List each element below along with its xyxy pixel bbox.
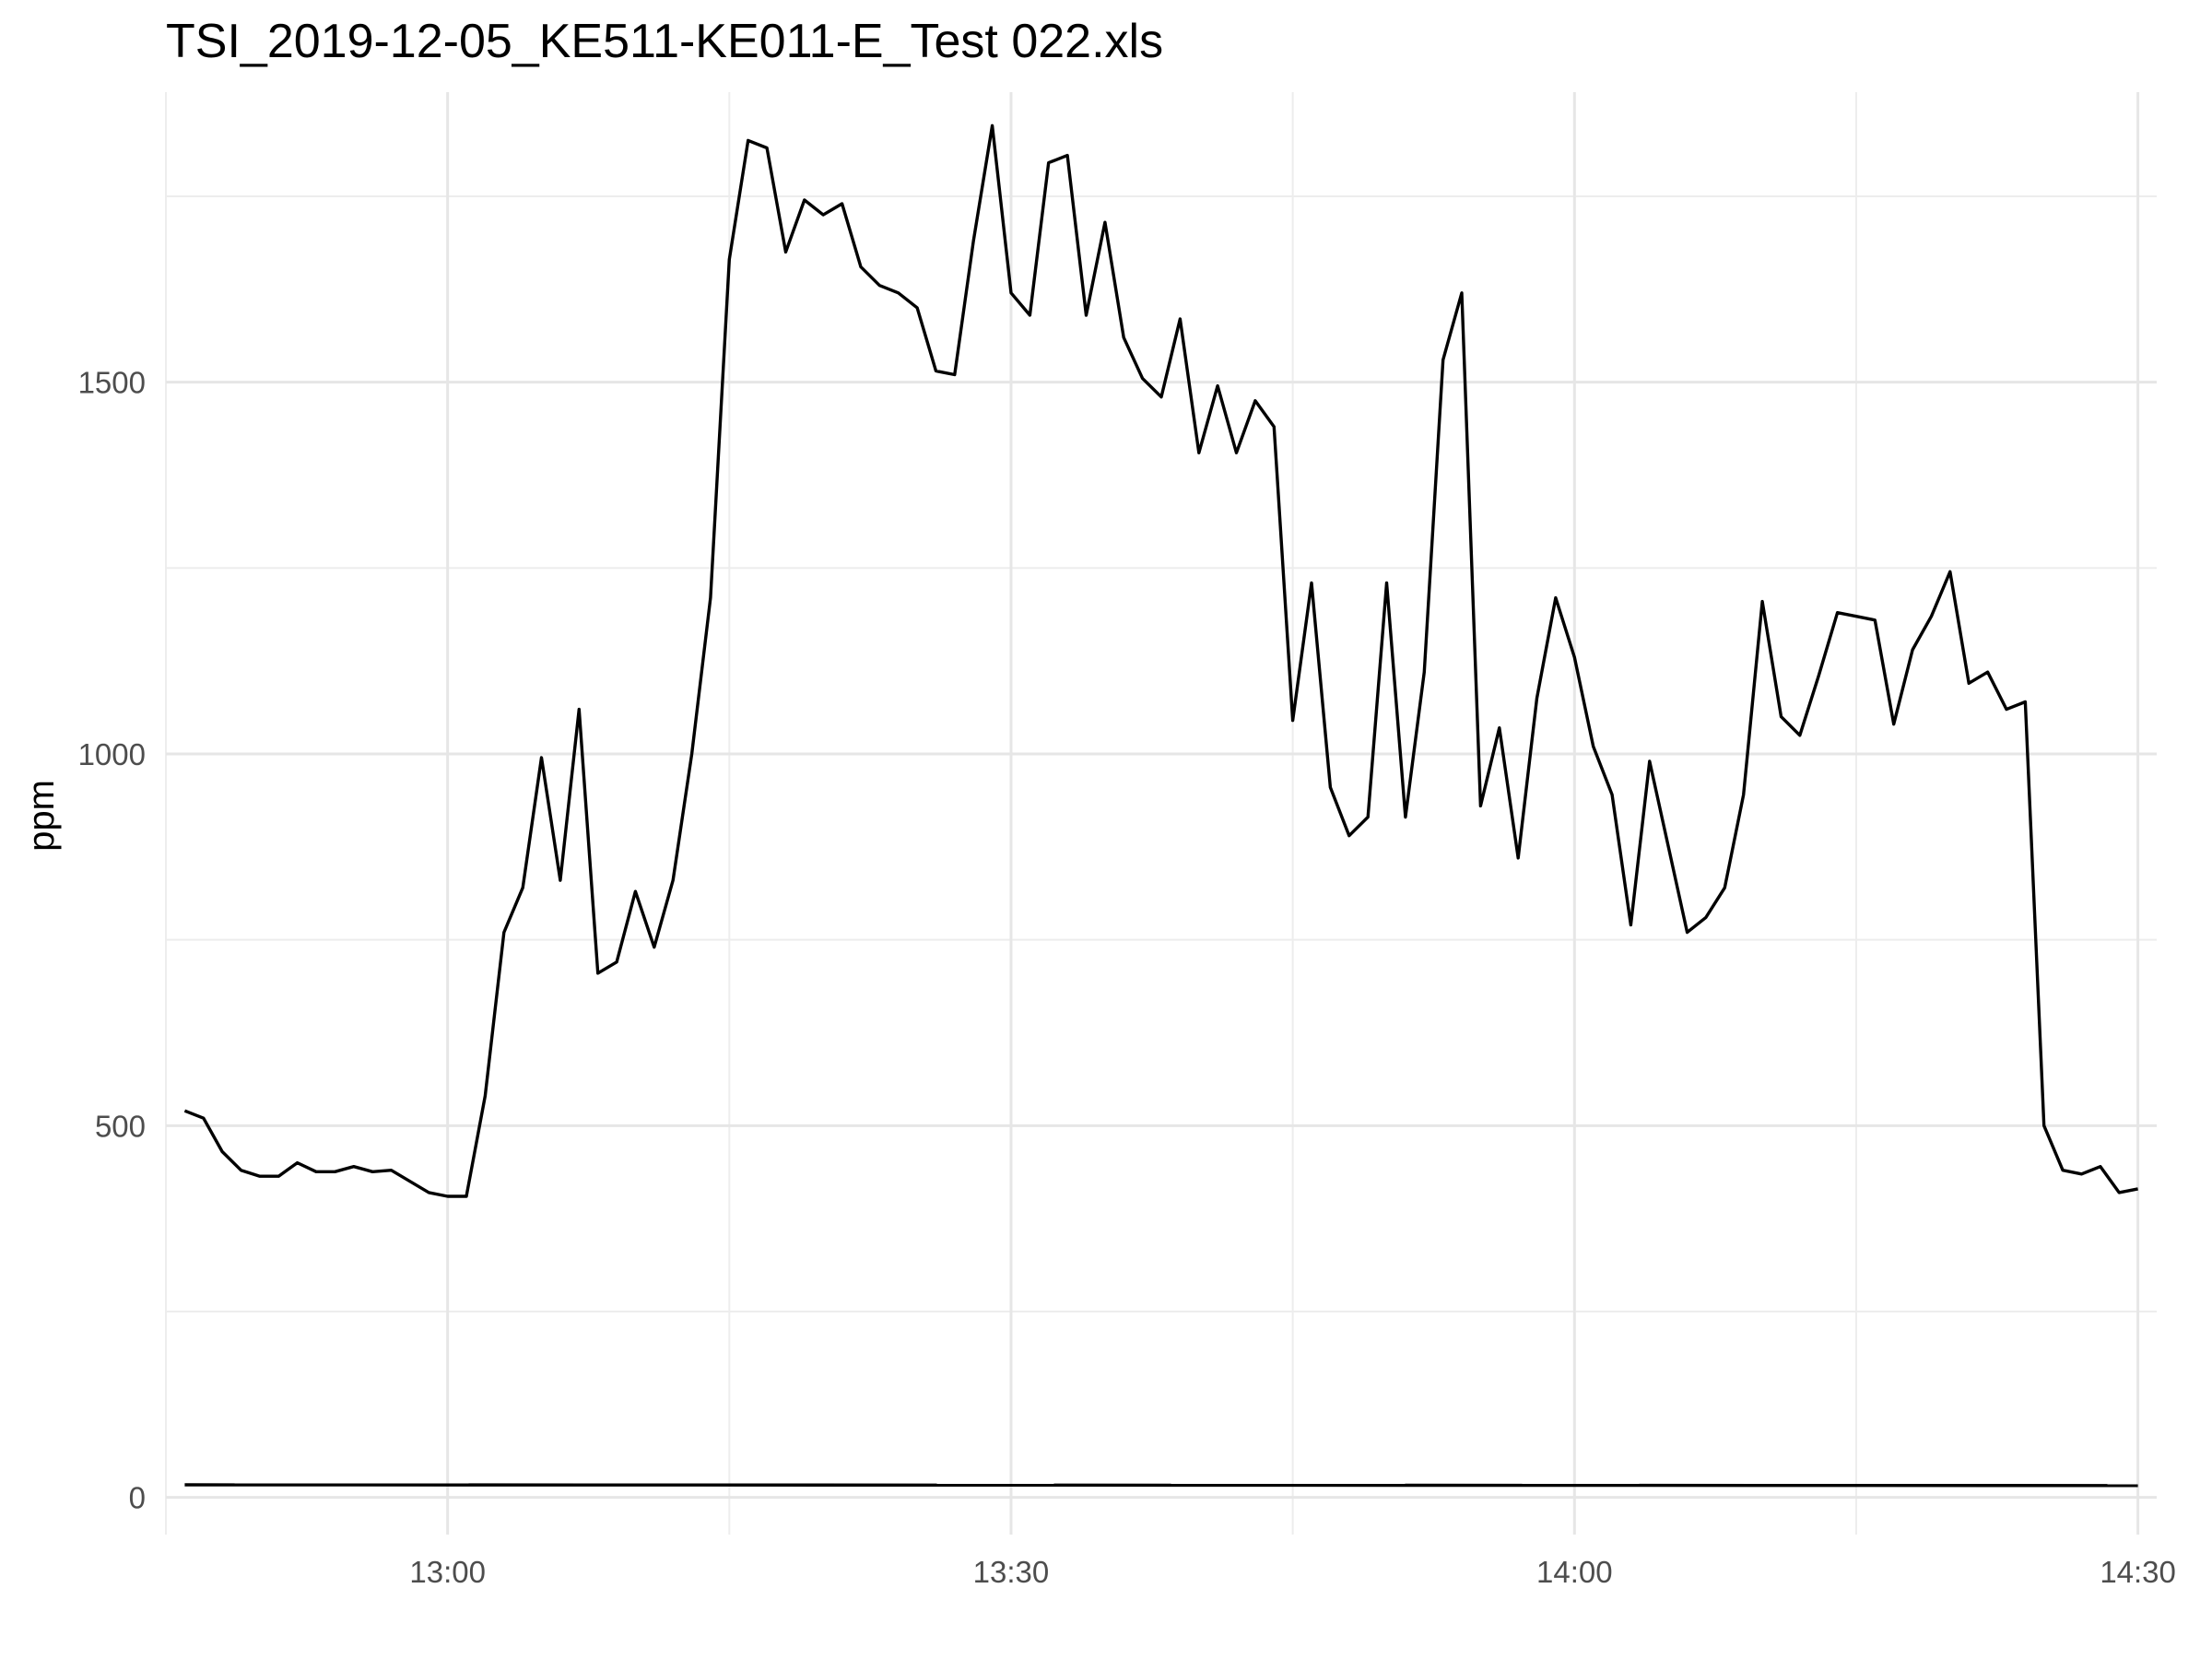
x-tick-label: 13:00 xyxy=(409,1555,486,1589)
x-tick-label: 13:30 xyxy=(973,1555,1050,1589)
x-tick-label: 14:30 xyxy=(2100,1555,2176,1589)
series-line-1 xyxy=(183,124,2138,1198)
series-line-2 xyxy=(184,1483,2138,1488)
y-tick-label: 1500 xyxy=(78,366,146,400)
chart-title: TSI_2019-12-05_KE511-KE011-E_Test 022.xl… xyxy=(166,15,1163,68)
x-tick-label: 14:00 xyxy=(1536,1555,1613,1589)
y-tick-label: 0 xyxy=(129,1481,146,1515)
y-axis-title: ppm xyxy=(21,780,62,852)
y-axis-ticks: 0 500 1000 1500 xyxy=(78,366,146,1515)
y-tick-label: 1000 xyxy=(78,737,146,771)
y-tick-label: 500 xyxy=(95,1109,146,1143)
grid xyxy=(165,92,2157,1535)
series-group xyxy=(183,124,2138,1488)
x-axis-ticks: 13:00 13:30 14:00 14:30 xyxy=(409,1555,2176,1589)
